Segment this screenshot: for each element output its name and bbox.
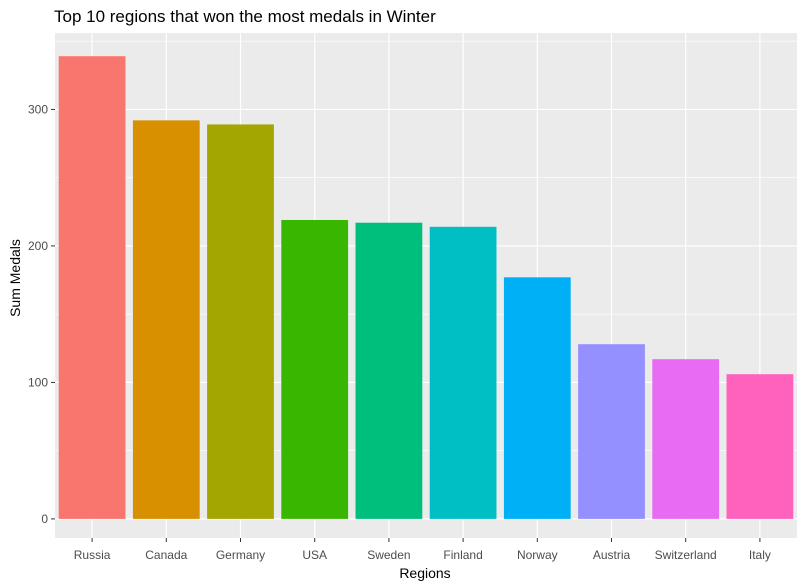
x-tick-label: Germany [216,548,265,562]
bar-germany [207,124,274,519]
x-tick-label: Norway [517,548,558,562]
bar-austria [578,344,645,519]
bar-finland [429,226,497,519]
x-tick-label: Austria [593,548,631,562]
x-tick-label: Switzerland [655,548,717,562]
y-tick-label: 100 [28,375,48,389]
y-tick-label: 0 [41,512,48,526]
x-axis: Russia Canada Germany USA Sweden Finland Norwa… [74,538,771,562]
y-axis-title: Sum Medals [7,239,23,317]
bar-usa [281,219,349,519]
y-axis: 0 100 200 300 [28,102,55,526]
y-tick-label: 200 [28,239,48,253]
bar-sweden [355,222,423,519]
bar-switzerland [652,359,720,519]
x-tick-label: Russia [74,548,111,562]
chart-title: Top 10 regions that won the most medals … [54,7,436,26]
bar-italy [726,374,794,519]
x-tick-label: Canada [145,548,187,562]
bar-canada [132,120,200,519]
bar-norway [503,277,571,519]
bar-russia [58,56,126,519]
bars [58,56,794,519]
y-tick-label: 300 [28,102,48,116]
x-tick-label: Italy [749,548,771,562]
x-tick-label: Sweden [367,548,410,562]
x-tick-label: Finland [443,548,482,562]
x-tick-label: USA [302,548,327,562]
x-axis-title: Regions [399,565,450,581]
